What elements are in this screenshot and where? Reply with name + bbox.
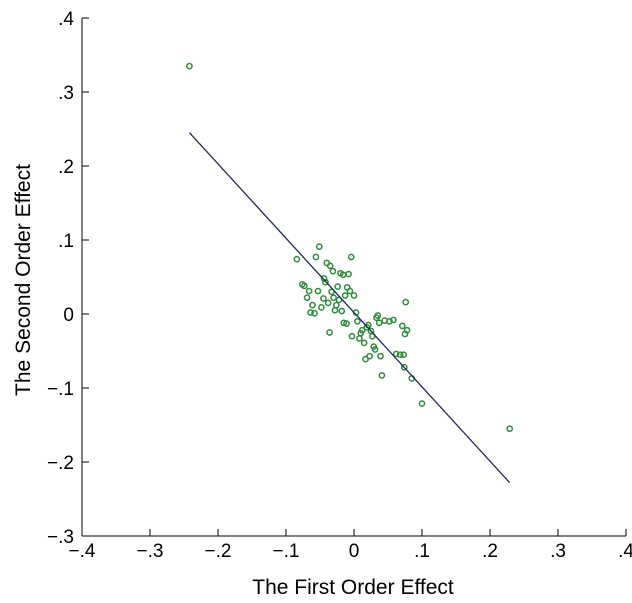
data-point	[322, 278, 329, 286]
data-point	[341, 292, 349, 299]
data-point	[307, 309, 314, 316]
data-point	[360, 339, 368, 347]
y-tick-label: .4	[58, 9, 74, 30]
data-point	[358, 326, 366, 334]
x-tick-label: .1	[414, 541, 430, 562]
data-point	[293, 255, 301, 263]
y-axis-ticks: −.3 −.2 −.1 0 .1 .2 .3 .4	[47, 9, 89, 548]
data-point	[332, 301, 340, 309]
data-point	[400, 363, 408, 371]
y-axis-title: The Second Order Effect	[12, 164, 35, 396]
data-point	[398, 322, 406, 330]
data-point	[392, 350, 400, 358]
data-point	[371, 346, 379, 353]
y-tick-label: −.3	[47, 527, 74, 548]
data-point	[301, 282, 308, 290]
data-point	[374, 312, 382, 319]
data-point	[320, 275, 328, 282]
x-tick-label: −.3	[137, 541, 164, 562]
x-tick-label: .3	[550, 541, 566, 562]
data-point	[338, 307, 346, 315]
data-point	[390, 316, 397, 324]
data-point	[347, 253, 355, 261]
data-point	[318, 303, 325, 311]
data-point	[329, 267, 337, 275]
data-point	[326, 329, 333, 336]
data-point	[331, 306, 339, 314]
data-point	[400, 351, 407, 359]
data-point	[303, 294, 311, 302]
data-point	[377, 352, 384, 360]
x-tick-label: .4	[618, 541, 632, 562]
data-point	[343, 320, 350, 327]
regression-line	[188, 132, 511, 484]
x-axis-title: The First Order Effect	[252, 576, 454, 599]
plot-area: −.4 −.3 −.2 −.1 0.1.2.3.4 −.3−.2−.10.1.2.3.4	[47, 9, 632, 562]
x-tick-label: −.2	[205, 541, 232, 562]
data-point	[309, 301, 316, 309]
x-tick-label: .2	[482, 541, 498, 562]
data-point	[378, 372, 386, 379]
x-axis-ticks: −.4 −.3 −.2 −.1 0 .1 .2 .3 .4	[69, 529, 632, 562]
data-point	[418, 400, 426, 407]
y-tick-label: .3	[58, 83, 74, 104]
x-tick-label: −.4	[69, 541, 96, 562]
y-tick-label: −.2	[47, 453, 74, 474]
data-point	[350, 292, 358, 299]
data-point	[345, 270, 352, 278]
data-point	[311, 309, 318, 317]
data-point	[356, 335, 363, 342]
y-tick-label: −.1	[47, 379, 74, 400]
data-point	[346, 287, 354, 295]
data-point	[366, 352, 373, 360]
data-point	[330, 294, 337, 302]
data-point	[320, 295, 327, 302]
data-point	[315, 243, 323, 251]
data-point	[334, 283, 342, 290]
data-point	[402, 298, 410, 306]
x-tick-label: 0	[349, 541, 360, 562]
y-tick-label: 0	[63, 305, 74, 326]
data-point	[348, 332, 356, 340]
data-point	[314, 287, 322, 295]
data-point	[354, 318, 361, 325]
data-point	[506, 425, 514, 433]
data-point	[375, 319, 383, 327]
data-point	[312, 253, 320, 261]
data-point	[324, 299, 332, 307]
x-tick-label: −.1	[273, 541, 300, 562]
data-point	[403, 326, 411, 334]
data-points	[186, 62, 514, 433]
data-point	[396, 351, 404, 359]
data-point	[305, 287, 313, 295]
data-point	[326, 262, 334, 270]
y-tick-label: .2	[58, 157, 74, 178]
y-tick-label: .1	[58, 231, 74, 252]
data-point	[186, 62, 193, 70]
